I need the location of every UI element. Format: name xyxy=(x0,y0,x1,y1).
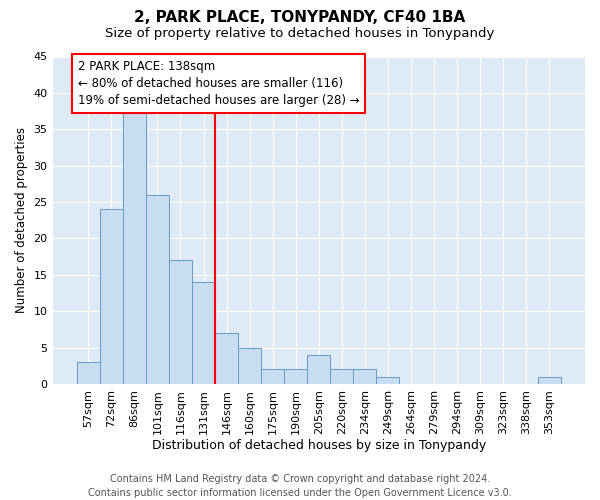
Text: 2 PARK PLACE: 138sqm
← 80% of detached houses are smaller (116)
19% of semi-deta: 2 PARK PLACE: 138sqm ← 80% of detached h… xyxy=(78,60,359,107)
Y-axis label: Number of detached properties: Number of detached properties xyxy=(15,127,28,313)
Bar xyxy=(146,195,169,384)
Bar xyxy=(330,370,353,384)
Bar xyxy=(238,348,261,384)
Bar xyxy=(284,370,307,384)
Text: 2, PARK PLACE, TONYPANDY, CF40 1BA: 2, PARK PLACE, TONYPANDY, CF40 1BA xyxy=(134,10,466,25)
Bar xyxy=(261,370,284,384)
Bar xyxy=(100,210,123,384)
Bar xyxy=(307,355,330,384)
Bar xyxy=(192,282,215,384)
Bar xyxy=(77,362,100,384)
Bar xyxy=(215,333,238,384)
X-axis label: Distribution of detached houses by size in Tonypandy: Distribution of detached houses by size … xyxy=(152,440,486,452)
Bar xyxy=(376,376,400,384)
Text: Contains HM Land Registry data © Crown copyright and database right 2024.
Contai: Contains HM Land Registry data © Crown c… xyxy=(88,474,512,498)
Text: Size of property relative to detached houses in Tonypandy: Size of property relative to detached ho… xyxy=(106,28,494,40)
Bar xyxy=(538,376,561,384)
Bar xyxy=(123,108,146,384)
Bar xyxy=(169,260,192,384)
Bar xyxy=(353,370,376,384)
